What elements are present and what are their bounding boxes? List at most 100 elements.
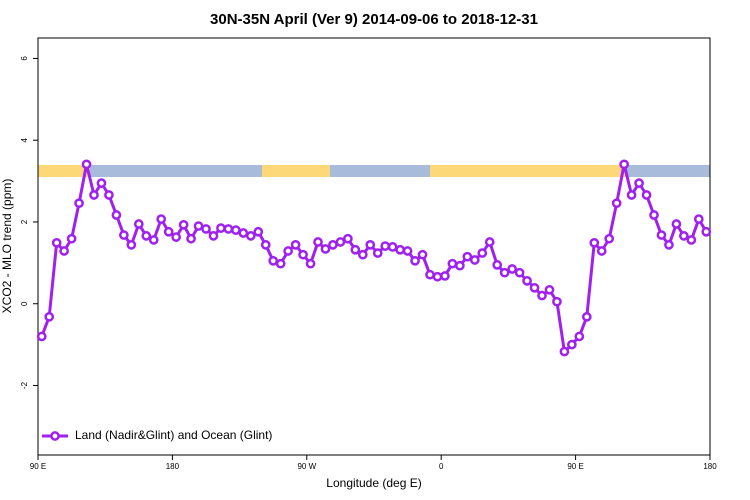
land-strip (38, 165, 90, 177)
point (679, 231, 689, 241)
point (596, 246, 607, 256)
point (529, 282, 540, 293)
x-tick-label: 90 E (567, 462, 583, 471)
point (410, 255, 420, 266)
point (245, 231, 256, 241)
y-tick-label: 6 (20, 56, 29, 61)
point (649, 210, 659, 220)
point (380, 241, 391, 251)
point (641, 190, 652, 200)
land-ocean-band (38, 165, 710, 177)
point (365, 240, 376, 250)
point (559, 346, 570, 357)
point (611, 198, 622, 209)
point (59, 246, 69, 256)
point (350, 244, 361, 255)
point (156, 214, 167, 224)
point (656, 230, 667, 240)
x-tick-label: 180 (166, 462, 180, 471)
point (111, 210, 122, 220)
point (395, 244, 405, 255)
y-axis-label: XCO2 - MLO trend (ppm) (0, 179, 14, 314)
point (507, 264, 517, 274)
point (223, 224, 234, 234)
point (313, 237, 323, 247)
point (432, 271, 443, 282)
chart-title: 30N-35N April (Ver 9) 2014-09-06 to 2018… (210, 11, 538, 28)
point (499, 267, 510, 278)
y-tick-label: 2 (20, 219, 29, 224)
point (589, 237, 600, 248)
point (238, 228, 249, 238)
x-tick-label: 90 W (297, 462, 316, 471)
point (81, 159, 92, 170)
point (686, 235, 697, 245)
point (626, 190, 637, 200)
y-tick-label: -2 (20, 381, 29, 389)
point (462, 251, 473, 262)
ocean-strip (625, 165, 710, 177)
legend-label: Land (Nadir&Glint) and Ocean (Glint) (75, 428, 272, 442)
point (283, 246, 293, 256)
point (208, 231, 219, 241)
point (701, 226, 712, 237)
point (671, 219, 682, 229)
point (119, 230, 129, 240)
point (74, 198, 84, 209)
ocean-strip (90, 165, 262, 177)
point (537, 290, 547, 301)
series-line (40, 163, 708, 355)
x-tick-label: 0 (439, 462, 444, 471)
point (440, 271, 450, 281)
point (417, 249, 428, 260)
point (492, 260, 503, 270)
point (305, 258, 316, 269)
point (66, 233, 77, 244)
point (387, 242, 398, 252)
point (193, 221, 204, 231)
point (484, 237, 495, 247)
point (574, 331, 585, 342)
point (447, 258, 458, 269)
point (335, 237, 346, 247)
point (477, 248, 488, 258)
point (469, 255, 480, 265)
land-strip (430, 165, 625, 177)
point (581, 311, 592, 322)
point (693, 214, 704, 224)
point (178, 219, 189, 230)
land-strip (262, 165, 330, 177)
plot-frame (37, 37, 711, 456)
point (544, 284, 555, 295)
point (290, 240, 301, 250)
point (231, 225, 241, 235)
point (275, 258, 286, 269)
point (634, 178, 644, 188)
point (260, 240, 271, 250)
point (343, 233, 353, 244)
point (44, 311, 55, 322)
point (522, 275, 532, 286)
point (328, 240, 338, 250)
x-tick-label: 180 (703, 462, 717, 471)
point (133, 219, 144, 229)
point (96, 178, 107, 188)
legend-marker (50, 431, 60, 441)
point (664, 240, 674, 250)
point (104, 190, 114, 200)
point (253, 226, 264, 237)
point (51, 237, 62, 248)
ocean-strip (330, 165, 430, 177)
point (357, 249, 368, 260)
point (216, 223, 226, 233)
point (514, 267, 525, 278)
point (163, 226, 174, 237)
y-tick-label: 0 (20, 301, 29, 306)
point (552, 296, 562, 307)
x-axis-label: Longitude (deg E) (326, 476, 421, 490)
point (186, 233, 196, 244)
point (36, 331, 47, 342)
point (567, 339, 577, 350)
point (619, 159, 629, 170)
